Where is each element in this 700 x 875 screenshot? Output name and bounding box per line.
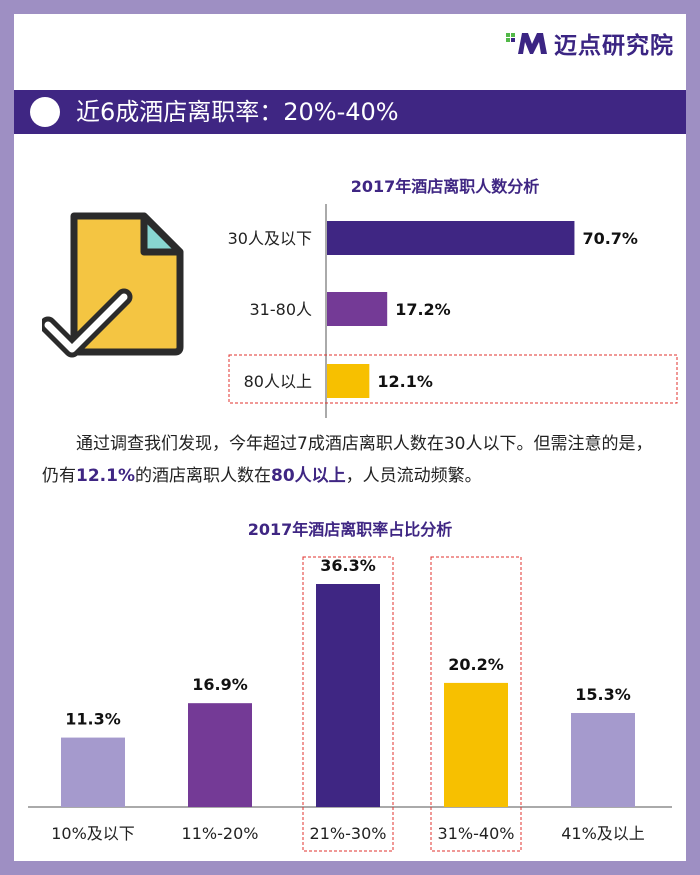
chart2-category-label: 31%-40% <box>438 824 515 843</box>
chart1-value-label: 70.7% <box>582 229 638 248</box>
summary-text-3: ，人员流动频繁。 <box>345 466 482 486</box>
chart2-bar <box>444 682 508 807</box>
chart2-value-label: 11.3% <box>65 710 121 729</box>
document-check-icon <box>42 212 184 358</box>
chart2-category-label: 11%-20% <box>182 824 259 843</box>
chart1-value-label: 12.1% <box>377 372 433 391</box>
summary-highlight-2: 80人以上 <box>270 466 346 486</box>
chart2-highlight-box <box>302 556 394 852</box>
chart2-highlight-box <box>430 556 522 852</box>
chart2-category-label: 21%-30% <box>310 824 387 843</box>
chart2-bar <box>316 584 380 807</box>
chart1-category-label: 80人以上 <box>244 372 312 391</box>
m-logo-icon <box>506 33 547 54</box>
brand-logo: 迈点研究院 <box>506 28 674 59</box>
chart1-bar <box>327 364 370 398</box>
summary-highlight-1: 12.1% <box>76 466 135 486</box>
chart2-bar <box>61 737 125 807</box>
chart1-category-label: 31-80人 <box>250 300 313 319</box>
white-dot-icon <box>30 97 60 127</box>
chart1-bar <box>327 221 575 255</box>
chart1-bar <box>327 292 388 326</box>
brand-name: 迈点研究院 <box>554 33 674 59</box>
chart2-title: 2017年酒店离职率占比分析 <box>247 520 453 539</box>
chart1-title: 2017年酒店离职人数分析 <box>350 177 540 196</box>
section-title: 近6成酒店离职率：20%-40% <box>76 98 399 126</box>
chart2-bar <box>188 703 252 807</box>
chart2-value-label: 16.9% <box>192 675 248 694</box>
summary-text-2: 的酒店离职人数在 <box>134 466 271 486</box>
chart2-category-label: 41%及以上 <box>561 824 645 843</box>
chart2-value-label: 36.3% <box>320 556 376 575</box>
summary-text-1: 通过调查我们发现，今年超过7成酒店离职人数在30人以下。但需注意的是，仍有 <box>42 434 653 486</box>
chart2-category-label: 10%及以下 <box>51 824 135 843</box>
chart1-category-label: 30人及以下 <box>228 229 312 248</box>
chart2-bar <box>571 713 635 807</box>
section-banner: 近6成酒店离职率：20%-40% <box>14 90 686 134</box>
summary-paragraph: 通过调查我们发现，今年超过7成酒店离职人数在30人以下。但需注意的是，仍有12.… <box>42 428 662 492</box>
chart2-value-label: 20.2% <box>448 655 504 674</box>
chart1-highlight-box <box>228 354 678 404</box>
chart2-value-label: 15.3% <box>575 685 631 704</box>
chart1-value-label: 17.2% <box>395 300 451 319</box>
